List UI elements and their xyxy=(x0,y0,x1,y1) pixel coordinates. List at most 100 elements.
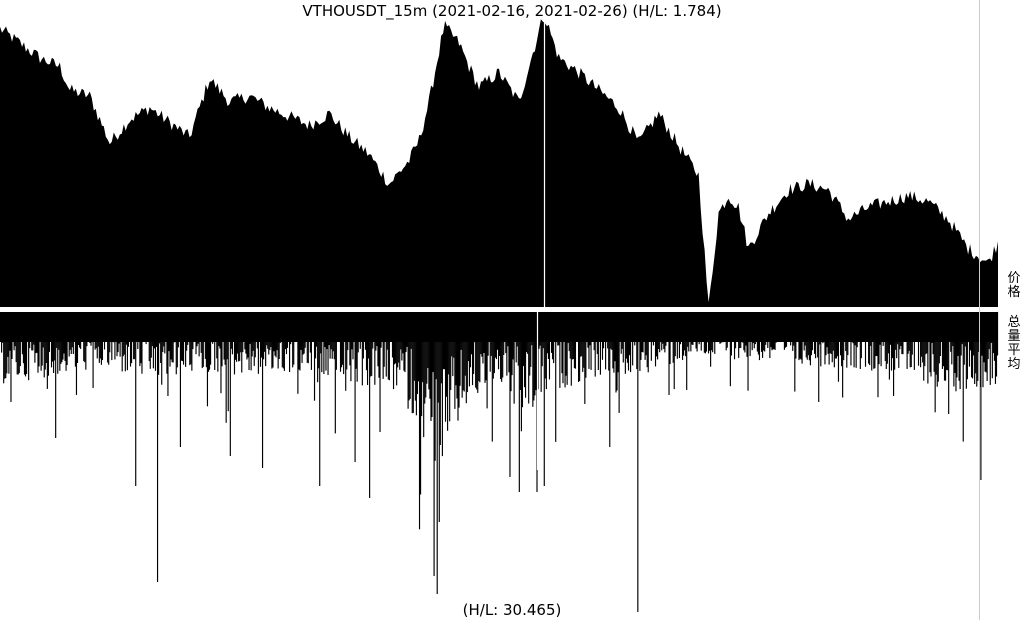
volume-bar xyxy=(717,312,719,339)
volume-bar xyxy=(785,312,788,347)
volume-bar xyxy=(958,312,960,381)
volume-bar xyxy=(362,312,364,359)
volume-bar xyxy=(983,312,985,363)
volume-bar xyxy=(570,312,572,386)
volume-bar xyxy=(585,312,587,378)
volume-bar xyxy=(597,312,599,370)
volume-bar xyxy=(824,312,826,365)
volume-bar xyxy=(422,312,424,383)
volume-bar xyxy=(670,312,672,341)
volume-bar xyxy=(79,312,81,348)
volume-bar xyxy=(927,312,929,384)
volume-bar xyxy=(915,312,918,342)
volume-bar xyxy=(120,312,122,340)
volume-bar xyxy=(216,312,218,359)
volume-bar xyxy=(989,312,991,385)
volume-bar xyxy=(885,312,887,369)
volume-bar xyxy=(923,312,925,381)
volume-bar xyxy=(680,312,683,339)
volume-bar xyxy=(199,312,201,336)
volume-bar xyxy=(366,312,369,385)
volume-bar xyxy=(506,312,508,376)
volume-bar xyxy=(314,312,317,359)
volume-bar xyxy=(479,312,481,383)
volume-bar xyxy=(672,312,674,363)
volume-bar xyxy=(884,312,886,361)
volume-bar xyxy=(996,312,999,356)
volume-bar xyxy=(358,312,360,337)
volume-bar xyxy=(85,312,87,370)
volume-bar xyxy=(540,312,542,392)
volume-bar xyxy=(275,312,277,358)
volume-bar xyxy=(857,312,859,339)
volume-bar xyxy=(902,312,904,355)
volume-bar xyxy=(101,312,104,361)
volume-bar xyxy=(373,312,375,340)
volume-bar xyxy=(966,312,968,380)
volume-bar xyxy=(364,312,367,350)
volume-bar xyxy=(292,312,294,368)
volume-bar xyxy=(728,312,730,339)
volume-bar xyxy=(473,312,475,374)
volume-bar xyxy=(632,312,634,366)
volume-bar xyxy=(526,312,528,353)
volume-bar xyxy=(847,312,849,356)
volume-bar xyxy=(334,312,336,434)
volume-bar xyxy=(162,312,164,352)
volume-bar xyxy=(512,312,514,360)
volume-bar xyxy=(388,312,390,381)
volume-bar xyxy=(457,312,459,421)
volume-bar xyxy=(796,312,798,342)
volume-bar xyxy=(0,312,2,338)
volume-bar xyxy=(436,312,438,594)
volume-bar xyxy=(641,312,643,352)
volume-bar xyxy=(777,312,779,333)
volume-bar xyxy=(858,312,860,334)
volume-bar xyxy=(802,312,804,333)
volume-bar xyxy=(424,312,426,404)
volume-bar xyxy=(528,312,530,404)
volume-bar xyxy=(593,312,595,351)
volume-bar xyxy=(31,312,33,351)
volume-bar xyxy=(594,312,596,377)
volume-bar xyxy=(742,312,744,343)
volume-bar xyxy=(811,312,814,351)
volume-bar xyxy=(701,312,703,330)
volume-bar xyxy=(71,312,73,348)
volume-bar xyxy=(404,312,406,373)
volume-bar xyxy=(834,312,836,359)
volume-bar xyxy=(447,312,449,431)
volume-bar xyxy=(185,312,187,367)
volume-bar xyxy=(139,312,141,367)
volume-bar xyxy=(503,312,505,355)
volume-bar xyxy=(592,312,594,337)
volume-bar xyxy=(881,312,883,334)
volume-bar xyxy=(33,312,35,345)
volume-bar xyxy=(889,312,892,345)
volume-bar xyxy=(116,312,118,357)
volume-bar xyxy=(59,312,61,371)
volume-bar xyxy=(974,312,976,384)
volume-bar xyxy=(957,312,959,356)
volume-bar xyxy=(599,312,601,375)
volume-bar xyxy=(806,312,808,360)
volume-bar xyxy=(7,312,9,357)
volume-bar xyxy=(192,312,194,350)
volume-bar xyxy=(954,312,956,373)
volume-bar xyxy=(294,312,296,336)
volume-bar xyxy=(142,312,144,336)
volume-bar xyxy=(167,312,169,396)
volume-bar xyxy=(452,312,454,377)
volume-bar xyxy=(651,312,653,339)
volume-bar xyxy=(372,312,374,349)
volume-bar xyxy=(149,312,151,369)
volume-bar xyxy=(313,312,316,401)
volume-bar xyxy=(821,312,823,331)
volume-bar xyxy=(179,312,181,447)
volume-bar xyxy=(897,312,899,345)
volume-bar xyxy=(565,312,567,376)
volume-bar xyxy=(492,312,494,379)
volume-bar xyxy=(306,312,308,363)
volume-bar xyxy=(466,312,468,393)
volume-bar xyxy=(312,312,315,342)
